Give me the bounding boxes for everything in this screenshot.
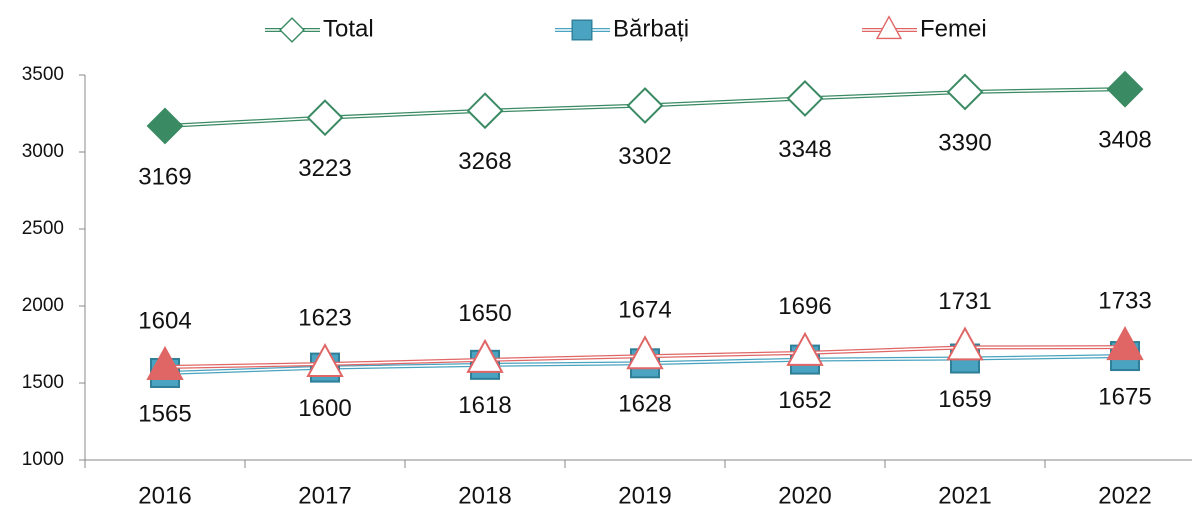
- point: [1106, 70, 1144, 108]
- legend-marker: [875, 15, 903, 40]
- data-label: 1600: [298, 395, 351, 422]
- y-tick-label: 1500: [22, 372, 64, 393]
- data-label: 1618: [458, 392, 511, 419]
- data-label: 1696: [778, 293, 831, 320]
- x-tick-label: 2022: [1098, 482, 1151, 509]
- y-tick-label: 3500: [22, 64, 64, 85]
- point: [306, 342, 344, 378]
- x-tick-label: 2019: [618, 482, 671, 509]
- data-label: 1652: [778, 387, 831, 414]
- data-label: 1733: [1098, 287, 1151, 314]
- data-label: 3348: [778, 136, 831, 163]
- point: [626, 335, 664, 370]
- point: [146, 345, 184, 380]
- data-label: 1650: [458, 300, 511, 327]
- data-label: 1674: [618, 297, 671, 324]
- point: [946, 73, 984, 111]
- data-label: 3169: [138, 163, 191, 190]
- point: [306, 99, 344, 137]
- data-label: 3390: [938, 129, 991, 156]
- data-label: 1675: [1098, 383, 1151, 410]
- data-label: 3223: [298, 155, 351, 182]
- y-tick-label: 3000: [22, 141, 64, 162]
- legend-marker: [279, 17, 305, 43]
- point: [466, 338, 504, 373]
- point: [466, 92, 504, 130]
- point: [786, 331, 824, 366]
- y-tick-label: 2000: [22, 295, 64, 316]
- data-label: 1604: [138, 307, 191, 334]
- data-label: 1659: [938, 386, 991, 413]
- legend-marker: [571, 19, 593, 41]
- data-label: 1628: [618, 391, 671, 418]
- legend-label: Total: [323, 15, 374, 42]
- x-tick-label: 2018: [458, 482, 511, 509]
- data-label: 1731: [938, 288, 991, 315]
- legend-label: Femei: [920, 15, 987, 42]
- point: [946, 326, 984, 361]
- y-tick-label: 1000: [22, 449, 64, 470]
- x-tick-label: 2017: [298, 482, 351, 509]
- data-label: 3302: [618, 143, 671, 170]
- legend-label: Bărbați: [613, 15, 689, 42]
- point: [1106, 326, 1144, 361]
- data-label: 1565: [138, 400, 191, 427]
- data-label: 3268: [458, 148, 511, 175]
- y-tick-label: 2500: [22, 218, 64, 239]
- x-tick-label: 2021: [938, 482, 991, 509]
- x-tick-label: 2020: [778, 482, 831, 509]
- x-tick-label: 2016: [138, 482, 191, 509]
- data-label: 1623: [298, 304, 351, 331]
- data-label: 3408: [1098, 127, 1151, 154]
- point: [146, 107, 184, 145]
- point: [626, 87, 664, 124]
- point: [786, 79, 824, 117]
